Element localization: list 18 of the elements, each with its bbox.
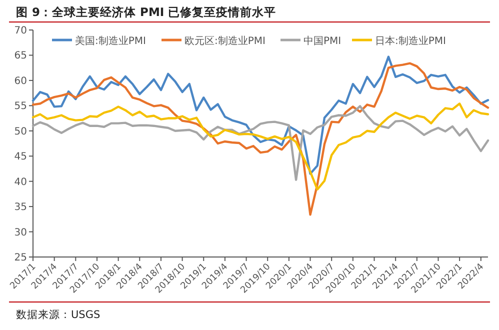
y-tick-label: 55	[14, 101, 27, 112]
y-tick-label: 45	[14, 152, 27, 163]
chart-title: 图 9：全球主要经济体 PMI 已修复至疫情前水平	[16, 5, 276, 19]
line-series	[32, 62, 490, 216]
y-tick-label: 60	[14, 76, 27, 87]
y-tick-label: 50	[14, 126, 27, 138]
legend-label: 中国PMI	[304, 35, 342, 47]
legend-label: 欧元区:制造业PMI	[184, 35, 266, 47]
y-tick-label: 40	[14, 176, 27, 188]
source-note: 数据来源：USGS	[16, 308, 100, 321]
y-tick-label: 30	[14, 227, 27, 238]
y-tick-label: 70	[14, 26, 27, 36]
legend-label: 美国:制造业PMI	[75, 35, 146, 47]
legend-label: 日本:制造业PMI	[375, 35, 446, 47]
y-tick-label: 65	[14, 50, 27, 62]
y-tick-label: 35	[14, 202, 27, 214]
y-tick-label: 25	[14, 252, 27, 264]
line-series	[32, 56, 490, 175]
